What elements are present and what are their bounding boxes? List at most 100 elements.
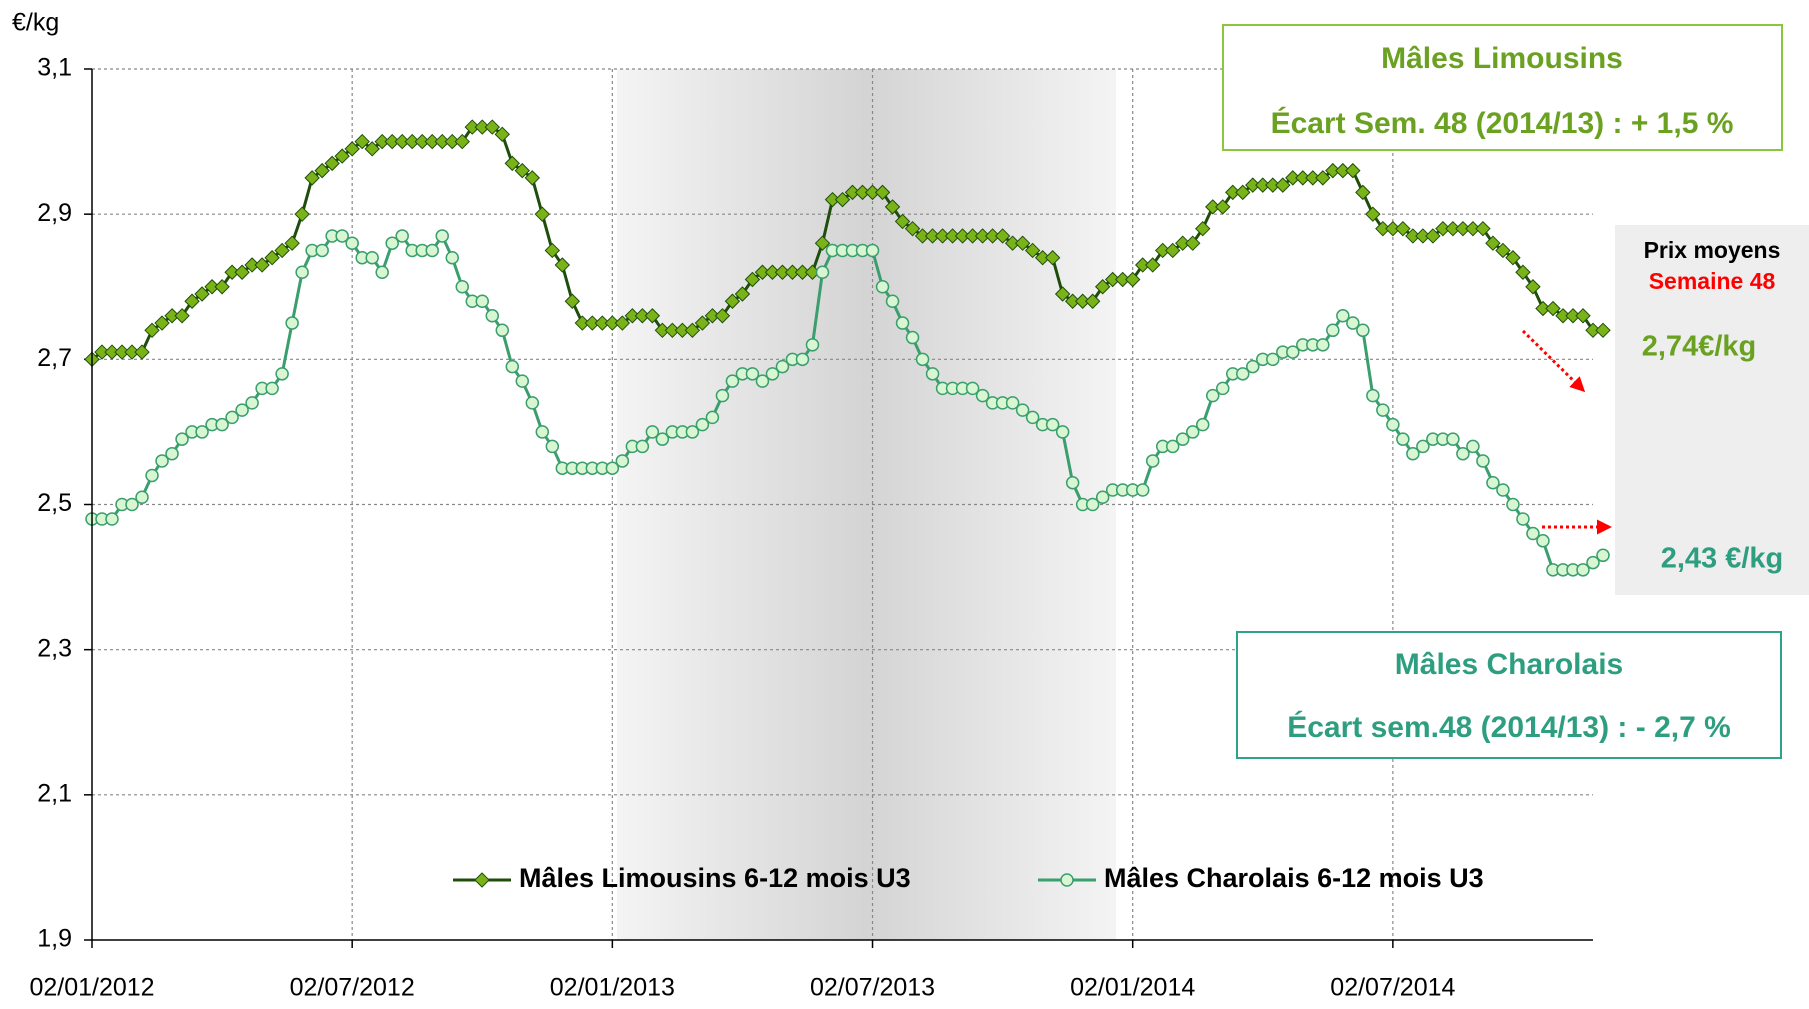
- data-point: [1396, 432, 1410, 446]
- data-point: [545, 439, 560, 454]
- data-point: [644, 308, 661, 324]
- y-tick-label: 2,5: [37, 489, 72, 517]
- data-point: [1185, 425, 1200, 439]
- data-point: [494, 126, 510, 143]
- data-point: [1495, 242, 1511, 259]
- data-point: [1024, 242, 1041, 259]
- data-point: [1475, 220, 1491, 237]
- data-point: [684, 322, 701, 339]
- data-point: [1386, 417, 1400, 432]
- annotation-title: Mâles Charolais: [1395, 648, 1623, 681]
- annotation-box: [1222, 24, 1783, 151]
- data-point: [1085, 497, 1100, 512]
- data-point: [1536, 534, 1550, 548]
- data-point: [1506, 497, 1520, 512]
- data-point: [365, 250, 379, 265]
- data-point: [1355, 184, 1371, 201]
- data-point: [1236, 367, 1250, 381]
- data-point: [304, 170, 320, 186]
- data-point: [815, 265, 830, 279]
- data-point: [1485, 235, 1501, 251]
- data-point: [284, 235, 300, 251]
- data-point: [1025, 410, 1040, 425]
- legend-marker: [1060, 873, 1074, 887]
- data-point: [1476, 454, 1490, 468]
- data-point: [314, 162, 330, 179]
- data-point: [534, 206, 551, 222]
- data-point: [1175, 432, 1190, 446]
- data-point: [694, 315, 711, 331]
- data-point: [614, 315, 631, 331]
- data-point: [1216, 381, 1230, 396]
- data-point: [755, 374, 770, 388]
- data-point: [1316, 338, 1330, 352]
- data-point: [1195, 220, 1211, 237]
- data-point: [1195, 417, 1210, 432]
- data-point: [1366, 388, 1380, 403]
- data-point: [834, 191, 851, 208]
- data-point: [544, 242, 561, 259]
- data-point: [235, 403, 249, 417]
- data-point: [165, 446, 179, 461]
- y-tick-label: 2,9: [37, 199, 72, 227]
- data-point: [715, 388, 730, 403]
- data-point: [1575, 308, 1591, 324]
- side-panel: [1615, 225, 1809, 595]
- data-point: [805, 338, 820, 352]
- data-point: [1406, 446, 1420, 461]
- data-point: [685, 425, 700, 439]
- annotation-text: Écart Sem. 48 (2014/13) : + 1,5 %: [1271, 106, 1734, 140]
- data-point: [1595, 322, 1611, 339]
- legend: Mâles Limousins 6-12 mois U3 Mâles Charol…: [453, 863, 1484, 893]
- data-point: [375, 265, 389, 279]
- data-point: [795, 352, 810, 367]
- data-point: [225, 410, 239, 425]
- data-point: [915, 352, 930, 367]
- data-point: [1496, 483, 1510, 497]
- data-point: [925, 367, 940, 381]
- data-point: [1065, 475, 1080, 490]
- data-point: [1586, 555, 1600, 570]
- data-point: [994, 228, 1011, 244]
- data-point: [195, 425, 209, 439]
- data-point: [1135, 483, 1150, 497]
- data-point: [865, 243, 880, 258]
- data-point: [724, 293, 741, 309]
- data-point: [344, 141, 360, 157]
- data-point: [125, 497, 139, 512]
- data-point: [645, 425, 660, 439]
- data-point: [395, 229, 409, 243]
- data-point: [525, 396, 540, 410]
- y-axis-label: €/kg: [12, 9, 59, 37]
- data-point: [475, 294, 490, 309]
- data-point: [814, 235, 831, 251]
- data-point: [1505, 250, 1521, 266]
- data-point: [714, 308, 731, 324]
- plot: [84, 119, 1611, 577]
- data-point: [134, 344, 150, 360]
- data-point: [254, 257, 270, 273]
- data-point: [214, 279, 230, 295]
- data-point: [1286, 345, 1300, 359]
- data-point: [105, 512, 119, 526]
- data-point: [1466, 439, 1480, 454]
- data-point: [1326, 323, 1340, 338]
- data-point: [1526, 526, 1540, 541]
- data-point: [505, 359, 520, 374]
- data-point: [135, 490, 149, 504]
- data-point: [385, 236, 399, 250]
- data-point: [1425, 228, 1441, 244]
- data-point: [875, 280, 890, 294]
- data-point: [175, 432, 189, 446]
- data-point: [695, 417, 710, 432]
- legend-label: Mâles Limousins 6-12 mois U3: [519, 863, 911, 893]
- data-point: [1165, 439, 1180, 454]
- data-point: [1055, 425, 1070, 439]
- data-point: [745, 367, 760, 381]
- x-tick-label: 02/01/2013: [550, 974, 675, 1002]
- data-point: [1266, 352, 1280, 367]
- data-point: [524, 170, 541, 186]
- data-point: [425, 243, 439, 258]
- data-point: [1044, 250, 1061, 266]
